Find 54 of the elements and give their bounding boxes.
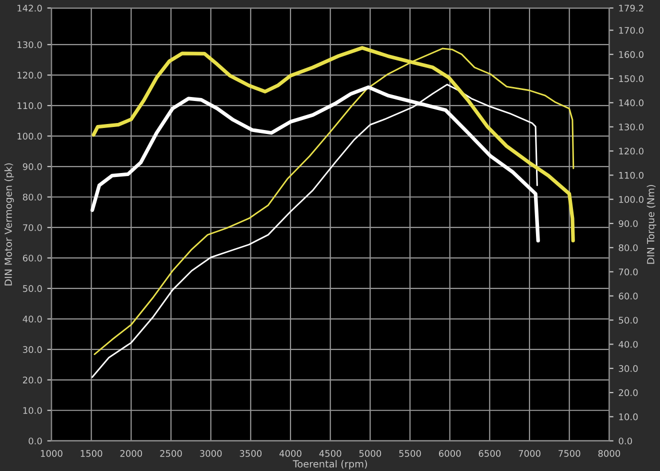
y2-tick-label: 100.0 bbox=[619, 196, 644, 203]
y2-tick-label: 20.0 bbox=[618, 389, 638, 396]
y2-tick-label: 50.0 bbox=[618, 316, 638, 324]
x-tick-label: 4000 bbox=[279, 450, 302, 457]
y-tick-label: 0.0 bbox=[28, 438, 42, 444]
x-axis-title: Toerental (rpm) bbox=[292, 460, 367, 470]
x-tick-label: 2500 bbox=[160, 450, 182, 457]
y2-tick-label: 40.0 bbox=[618, 340, 638, 348]
y2-tick-label: 140.0 bbox=[619, 99, 644, 106]
y-tick-label: 80.0 bbox=[22, 194, 42, 201]
y-axis-title: DIN Motor Vermogen (pk) bbox=[4, 163, 14, 286]
x-tick-label: 1000 bbox=[40, 450, 62, 457]
y2-tick-label: 0.0 bbox=[618, 438, 632, 444]
y2-tick-label: 120.0 bbox=[619, 148, 644, 155]
x-tick-label: 8000 bbox=[598, 450, 620, 457]
y2-tick-label: 10.0 bbox=[619, 413, 638, 420]
x-tick-label: 5000 bbox=[359, 450, 382, 457]
y2-tick-label: 90.0 bbox=[618, 220, 638, 228]
line-series bbox=[94, 48, 574, 356]
y2-tick-label: 110.0 bbox=[619, 172, 644, 179]
x-tick-label: 6500 bbox=[478, 450, 501, 457]
y-tick-label: 20.0 bbox=[23, 376, 42, 384]
y2-tick-label: 70.0 bbox=[618, 268, 638, 276]
y2-tick-label: 179.2 bbox=[619, 4, 644, 12]
y-tick-label: 110.0 bbox=[18, 102, 42, 110]
y-tick-label: 50.0 bbox=[23, 285, 42, 292]
y-tick-label: 30.0 bbox=[23, 346, 42, 353]
y-tick-label: 100.0 bbox=[18, 132, 42, 140]
x-tick-label: 1500 bbox=[80, 450, 102, 457]
y-tick-label: 40.0 bbox=[22, 316, 42, 322]
x-tick-label: 7000 bbox=[518, 450, 540, 457]
y2-tick-label: 60.0 bbox=[618, 292, 638, 300]
line-series bbox=[92, 84, 538, 378]
y-tick-label: 60.0 bbox=[22, 254, 42, 262]
x-tick-label: 2000 bbox=[120, 450, 142, 457]
y2-axis-title: DIN Torque (Nm) bbox=[646, 185, 656, 264]
y-tick-label: 70.0 bbox=[23, 224, 42, 232]
x-tick-label: 4500 bbox=[319, 450, 342, 457]
y-tick-label: 130.0 bbox=[18, 41, 42, 48]
y2-tick-label: 160.0 bbox=[619, 51, 644, 58]
y-tick-label: 10.0 bbox=[23, 407, 42, 414]
y2-tick-label: 150.0 bbox=[619, 75, 644, 82]
x-tick-label: 3000 bbox=[200, 450, 222, 457]
y2-tick-label: 30.0 bbox=[618, 365, 638, 372]
y2-tick-label: 80.0 bbox=[618, 244, 638, 252]
x-tick-label: 7500 bbox=[558, 450, 580, 457]
x-tick-label: 5500 bbox=[399, 450, 421, 457]
x-tick-label: 6000 bbox=[438, 450, 461, 457]
x-tick-label: 3500 bbox=[240, 450, 262, 457]
y2-tick-label: 130.0 bbox=[619, 124, 644, 130]
y-tick-label: 120.0 bbox=[18, 72, 42, 79]
y2-tick-label: 170.0 bbox=[619, 26, 644, 34]
y-tick-label: 142.0 bbox=[18, 4, 42, 12]
y-tick-label: 90.0 bbox=[22, 163, 42, 170]
